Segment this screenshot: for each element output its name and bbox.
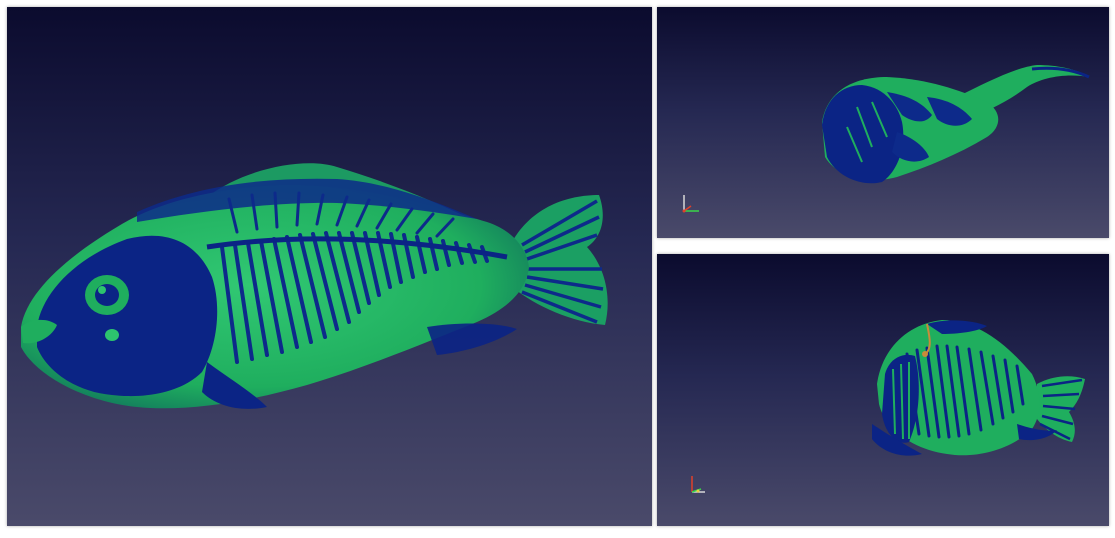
fish-front-render	[872, 320, 1085, 456]
main-3d-viewport[interactable]	[7, 7, 652, 526]
orientation-axes-icon	[691, 476, 705, 493]
fish-side-render	[21, 163, 608, 409]
rear-oblique-3d-viewport[interactable]	[657, 7, 1109, 238]
front-oblique-3d-viewport[interactable]	[657, 254, 1109, 526]
orientation-axes-icon	[682, 195, 699, 213]
fish-rear-render	[822, 65, 1090, 184]
